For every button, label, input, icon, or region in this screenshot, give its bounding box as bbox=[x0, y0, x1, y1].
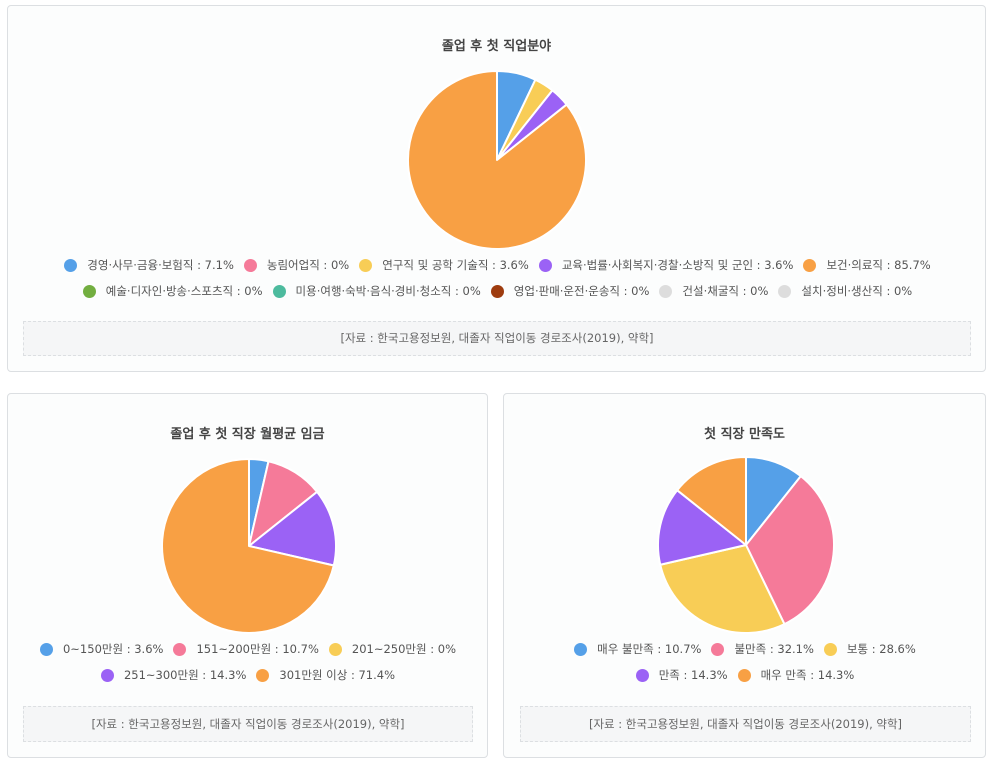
pie-chart-job bbox=[407, 70, 587, 250]
source-note: [자료 : 한국고용정보원, 대졸자 직업이동 경로조사(2019), 약학] bbox=[23, 321, 971, 356]
legend-label: 매우 불만족 : 10.7% bbox=[597, 642, 702, 656]
legend-swatch-icon bbox=[778, 284, 792, 298]
legend-label: 불만족 : 32.1% bbox=[734, 642, 814, 656]
legend-item[interactable]: 교육·법률·사회복지·경찰·소방직 및 군인 : 3.6% bbox=[538, 256, 794, 274]
legend-item[interactable]: 만족 : 14.3% bbox=[635, 666, 728, 684]
legend-swatch-icon bbox=[659, 284, 673, 298]
source-note: [자료 : 한국고용정보원, 대졸자 직업이동 경로조사(2019), 약학] bbox=[23, 706, 473, 742]
legend-swatch-icon bbox=[574, 642, 588, 656]
pie-slice[interactable] bbox=[657, 489, 747, 566]
legend-swatch-icon bbox=[82, 284, 96, 298]
legend-satisfaction: 매우 불만족 : 10.7% 불만족 : 32.1% 보통 : 28.6% 만족 : … bbox=[524, 640, 966, 684]
legend-swatch-icon bbox=[256, 668, 270, 682]
legend-item[interactable]: 건설·채굴직 : 0% bbox=[659, 282, 768, 300]
legend-item[interactable]: 보통 : 28.6% bbox=[823, 640, 916, 658]
legend-swatch-icon bbox=[272, 284, 286, 298]
legend-label: 농림어업직 : 0% bbox=[266, 258, 350, 272]
legend-label: 교육·법률·사회복지·경찰·소방직 및 군인 : 3.6% bbox=[561, 258, 794, 272]
legend-label: 미용·여행·숙박·음식·경비·청소직 : 0% bbox=[295, 284, 481, 298]
legend-swatch-icon bbox=[64, 258, 78, 272]
legend-item[interactable]: 301만원 이상 : 71.4% bbox=[256, 666, 395, 684]
pie-slice[interactable] bbox=[745, 475, 835, 626]
legend-item[interactable]: 경영·사무·금융·보험직 : 7.1% bbox=[64, 256, 234, 274]
legend-item[interactable]: 매우 만족 : 14.3% bbox=[737, 666, 855, 684]
pie-slice[interactable] bbox=[407, 70, 587, 250]
legend-swatch-icon bbox=[711, 642, 725, 656]
legend-swatch-icon bbox=[737, 668, 751, 682]
chart-title: 졸업 후 첫 직장 월평균 임금 bbox=[170, 427, 325, 442]
legend-label: 251~300만원 : 14.3% bbox=[123, 668, 247, 682]
legend-item[interactable]: 불만족 : 32.1% bbox=[711, 640, 814, 658]
legend-label: 매우 만족 : 14.3% bbox=[760, 668, 855, 682]
pie-chart-satisfaction bbox=[657, 456, 835, 634]
legend-item[interactable]: 영업·판매·운전·운송직 : 0% bbox=[490, 282, 650, 300]
legend-swatch-icon bbox=[328, 642, 342, 656]
legend-swatch-icon bbox=[490, 284, 504, 298]
chart-card-job: 졸업 후 첫 직업분야 경영·사무·금융·보험직 : 7.1% 농림어업직 : 0… bbox=[7, 5, 986, 372]
legend-item[interactable]: 251~300만원 : 14.3% bbox=[100, 666, 247, 684]
legend-label: 건설·채굴직 : 0% bbox=[682, 284, 769, 298]
legend-swatch-icon bbox=[803, 258, 817, 272]
legend-item[interactable]: 매우 불만족 : 10.7% bbox=[574, 640, 701, 658]
legend-job: 경영·사무·금융·보험직 : 7.1% 농림어업직 : 0% 연구직 및 공학 기술… bbox=[18, 256, 977, 300]
pie-slice[interactable] bbox=[659, 544, 786, 634]
legend-label: 보건·의료직 : 85.7% bbox=[826, 258, 931, 272]
legend-label: 0~150만원 : 3.6% bbox=[62, 642, 164, 656]
chart-title: 졸업 후 첫 직업분야 bbox=[441, 39, 552, 54]
pie-slice[interactable] bbox=[248, 490, 337, 567]
legend-label: 영업·판매·운전·운송직 : 0% bbox=[513, 284, 650, 298]
legend-label: 설치·정비·생산직 : 0% bbox=[801, 284, 913, 298]
chart-card-satisfaction: 첫 직장 만족도 매우 불만족 : 10.7% 불만족 : 32.1% 보통 : 2… bbox=[503, 393, 986, 758]
legend-item[interactable]: 설치·정비·생산직 : 0% bbox=[778, 282, 912, 300]
legend-swatch-icon bbox=[39, 642, 53, 656]
legend-wage: 0~150만원 : 3.6% 151~200만원 : 10.7% 201~250만원… bbox=[28, 640, 468, 684]
legend-label: 201~250만원 : 0% bbox=[351, 642, 456, 656]
legend-swatch-icon bbox=[173, 642, 187, 656]
legend-swatch-icon bbox=[538, 258, 552, 272]
legend-item[interactable]: 보건·의료직 : 85.7% bbox=[803, 256, 931, 274]
legend-label: 예술·디자인·방송·스포츠직 : 0% bbox=[105, 284, 263, 298]
legend-label: 만족 : 14.3% bbox=[658, 668, 728, 682]
legend-label: 301만원 이상 : 71.4% bbox=[279, 668, 396, 682]
chart-card-wage: 졸업 후 첫 직장 월평균 임금 0~150만원 : 3.6% 151~200만원… bbox=[7, 393, 488, 758]
legend-swatch-icon bbox=[823, 642, 837, 656]
legend-label: 보통 : 28.6% bbox=[846, 642, 916, 656]
pie-slice[interactable] bbox=[161, 458, 335, 634]
legend-item[interactable]: 151~200만원 : 10.7% bbox=[173, 640, 319, 658]
legend-item[interactable]: 201~250만원 : 0% bbox=[328, 640, 456, 658]
legend-item[interactable]: 예술·디자인·방송·스포츠직 : 0% bbox=[82, 282, 263, 300]
legend-label: 경영·사무·금융·보험직 : 7.1% bbox=[87, 258, 234, 272]
legend-swatch-icon bbox=[100, 668, 114, 682]
legend-item[interactable]: 농림어업직 : 0% bbox=[243, 256, 350, 274]
legend-item[interactable]: 연구직 및 공학 기술직 : 3.6% bbox=[359, 256, 529, 274]
legend-label: 151~200만원 : 10.7% bbox=[196, 642, 319, 656]
pie-slice[interactable] bbox=[676, 456, 747, 546]
legend-swatch-icon bbox=[243, 258, 257, 272]
legend-label: 연구직 및 공학 기술직 : 3.6% bbox=[382, 258, 529, 272]
legend-swatch-icon bbox=[635, 668, 649, 682]
source-note: [자료 : 한국고용정보원, 대졸자 직업이동 경로조사(2019), 약학] bbox=[520, 706, 971, 742]
chart-title: 첫 직장 만족도 bbox=[704, 427, 785, 442]
legend-item[interactable]: 0~150만원 : 3.6% bbox=[39, 640, 164, 658]
pie-chart-wage bbox=[161, 458, 337, 634]
legend-swatch-icon bbox=[359, 258, 373, 272]
legend-item[interactable]: 미용·여행·숙박·음식·경비·청소직 : 0% bbox=[272, 282, 481, 300]
